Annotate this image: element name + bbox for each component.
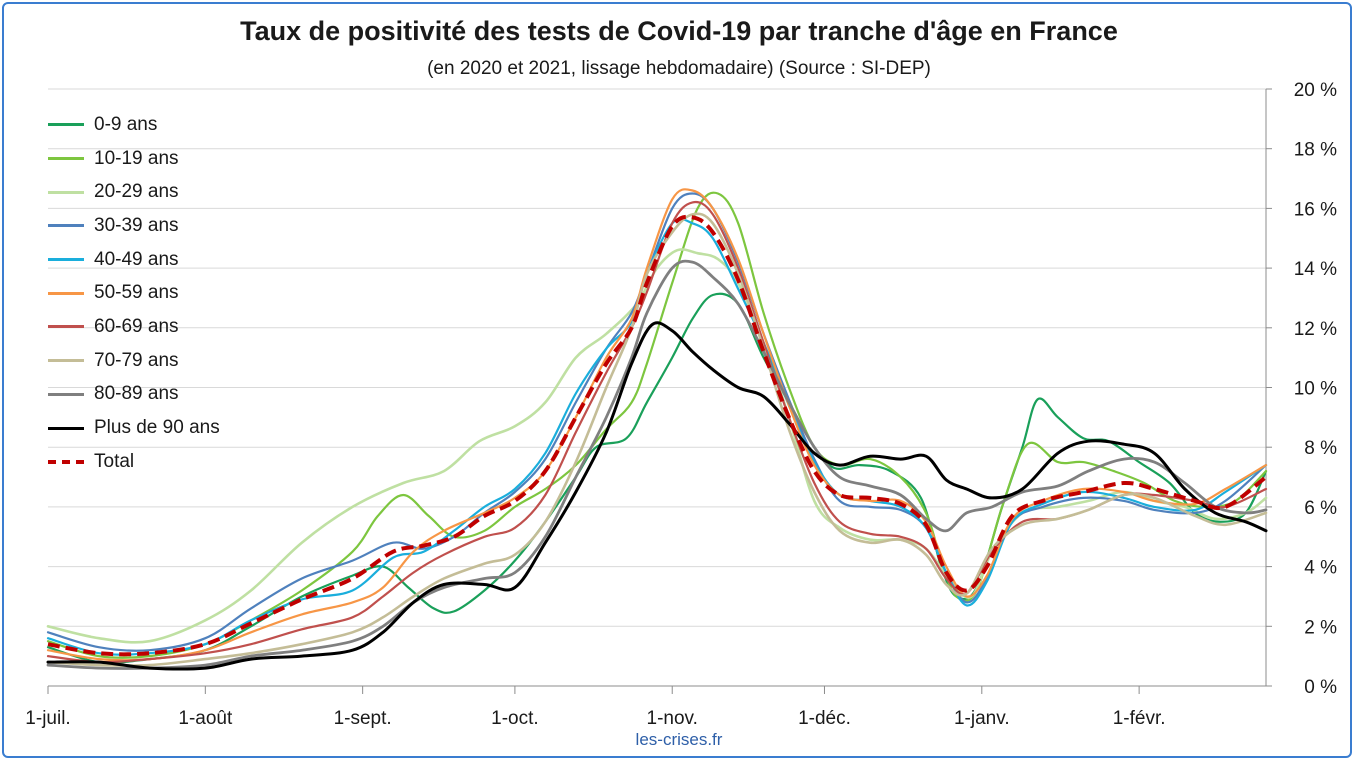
legend-item: 10-19 ans	[48, 142, 220, 176]
series-line-2	[46, 248, 1268, 644]
y-tick-label: 16 %	[1294, 199, 1337, 220]
series-line-9	[46, 321, 1268, 671]
legend-item: 80-89 ans	[48, 378, 220, 412]
x-tick-label: 1-août	[178, 708, 233, 729]
x-tick-label: 1-nov.	[647, 708, 698, 729]
legend-item: 0-9 ans	[48, 108, 220, 142]
x-tick-label: 1-janv.	[954, 708, 1010, 729]
series-line-8	[46, 259, 1268, 670]
legend-label: 20-29 ans	[94, 181, 179, 203]
chart-legend: 0-9 ans 10-19 ans 20-29 ans 30-39 ans 40-49 …	[48, 108, 220, 479]
legend-label: 30-39 ans	[94, 214, 179, 236]
series-line-0	[46, 292, 1268, 664]
x-tick-label: 1-févr.	[1113, 708, 1166, 729]
source-link[interactable]: les-crises.fr	[635, 730, 723, 749]
legend-label: 70-79 ans	[94, 349, 179, 371]
y-tick-label: 6 %	[1304, 498, 1337, 519]
legend-label: 80-89 ans	[94, 383, 179, 405]
legend-label: 0-9 ans	[94, 113, 158, 135]
legend-swatch	[48, 123, 84, 127]
legend-label: 60-69 ans	[94, 315, 179, 337]
legend-swatch	[48, 258, 84, 262]
legend-swatch	[48, 291, 84, 295]
legend-item: 50-59 ans	[48, 276, 220, 310]
y-tick-label: 2 %	[1304, 617, 1337, 638]
x-tick-label: 1-déc.	[798, 708, 851, 729]
legend-item: 40-49 ans	[48, 243, 220, 277]
legend-item: Total	[48, 445, 220, 479]
series-line-1	[46, 191, 1268, 659]
series-line-4	[46, 217, 1268, 656]
legend-item: 70-79 ans	[48, 344, 220, 378]
x-tick-label: 1-sept.	[334, 708, 392, 729]
legend-swatch	[48, 359, 84, 363]
y-tick-label: 12 %	[1294, 319, 1337, 340]
y-tick-label: 14 %	[1294, 259, 1337, 280]
series-line-7	[46, 212, 1268, 667]
series-line-6	[46, 200, 1268, 664]
series-line-5	[46, 188, 1268, 662]
y-tick-label: 10 %	[1294, 379, 1337, 400]
x-tick-label: 1-juil.	[25, 708, 70, 729]
y-tick-label: 0 %	[1304, 677, 1337, 698]
y-tick-label: 4 %	[1304, 558, 1337, 579]
legend-swatch	[48, 426, 84, 430]
legend-swatch	[48, 392, 84, 396]
y-tick-label: 18 %	[1294, 140, 1337, 161]
legend-label: Plus de 90 ans	[94, 417, 220, 439]
chart-title: Taux de positivité des tests de Covid-19…	[240, 16, 1118, 46]
legend-label: 50-59 ans	[94, 282, 179, 304]
legend-item: Plus de 90 ans	[48, 411, 220, 445]
legend-swatch	[48, 157, 84, 161]
legend-swatch	[48, 325, 84, 329]
legend-item: 20-29 ans	[48, 175, 220, 209]
legend-label: Total	[94, 450, 135, 472]
legend-item: 60-69 ans	[48, 310, 220, 344]
legend-swatch	[48, 190, 84, 194]
legend-item: 30-39 ans	[48, 209, 220, 243]
y-tick-label: 20 %	[1294, 80, 1337, 101]
legend-swatch	[48, 224, 84, 228]
legend-swatch	[48, 459, 84, 464]
legend-label: 40-49 ans	[94, 248, 179, 270]
series-line-10	[47, 214, 1268, 657]
y-tick-label: 8 %	[1304, 438, 1337, 459]
x-tick-label: 1-oct.	[491, 708, 539, 729]
legend-label: 10-19 ans	[94, 147, 179, 169]
chart-subtitle: (en 2020 et 2021, lissage hebdomadaire) …	[427, 58, 931, 79]
